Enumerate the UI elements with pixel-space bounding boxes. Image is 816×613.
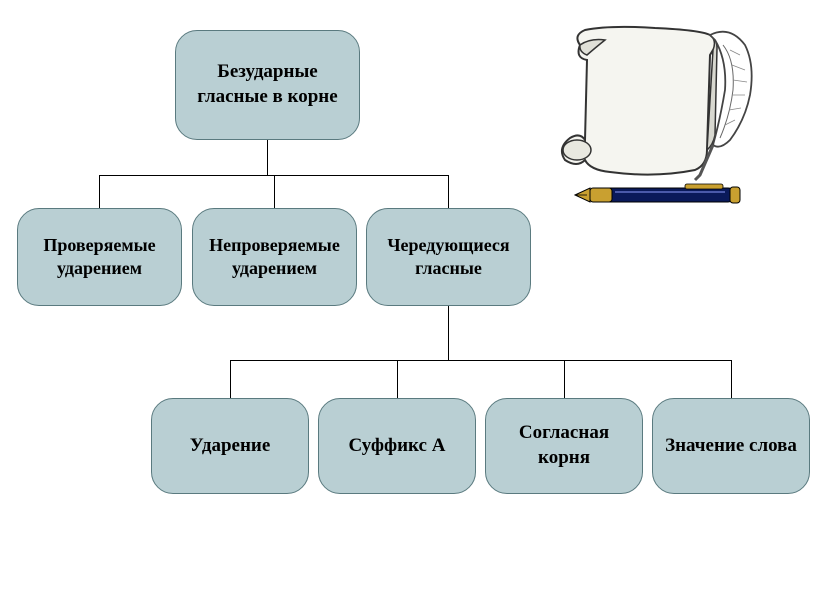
- tree-l2-label-0: Ударение: [190, 434, 271, 459]
- tree-l2-node-1: Суффикс А: [318, 398, 476, 494]
- tree-l1-node-2: Чередующиеся гласные: [366, 208, 531, 306]
- tree-l1-label-0: Проверяемые ударением: [26, 234, 173, 281]
- tree-l1-node-0: Проверяемые ударением: [17, 208, 182, 306]
- tree-l1-label-2: Чередующиеся гласные: [375, 234, 522, 281]
- scroll-quill-icon: [535, 20, 770, 230]
- tree-l2-label-2: Согласная корня: [494, 421, 634, 470]
- tree-root-label: Безударные гласные в корне: [184, 60, 351, 109]
- tree-l1-node-1: Непроверяемые ударением: [192, 208, 357, 306]
- tree-l2-node-2: Согласная корня: [485, 398, 643, 494]
- tree-l2-label-1: Суффикс А: [349, 434, 446, 459]
- tree-l1-label-1: Непроверяемые ударением: [201, 234, 348, 281]
- tree-l2-label-3: Значение слова: [665, 434, 797, 459]
- tree-root-node: Безударные гласные в корне: [175, 30, 360, 140]
- tree-l2-node-3: Значение слова: [652, 398, 810, 494]
- tree-l2-node-0: Ударение: [151, 398, 309, 494]
